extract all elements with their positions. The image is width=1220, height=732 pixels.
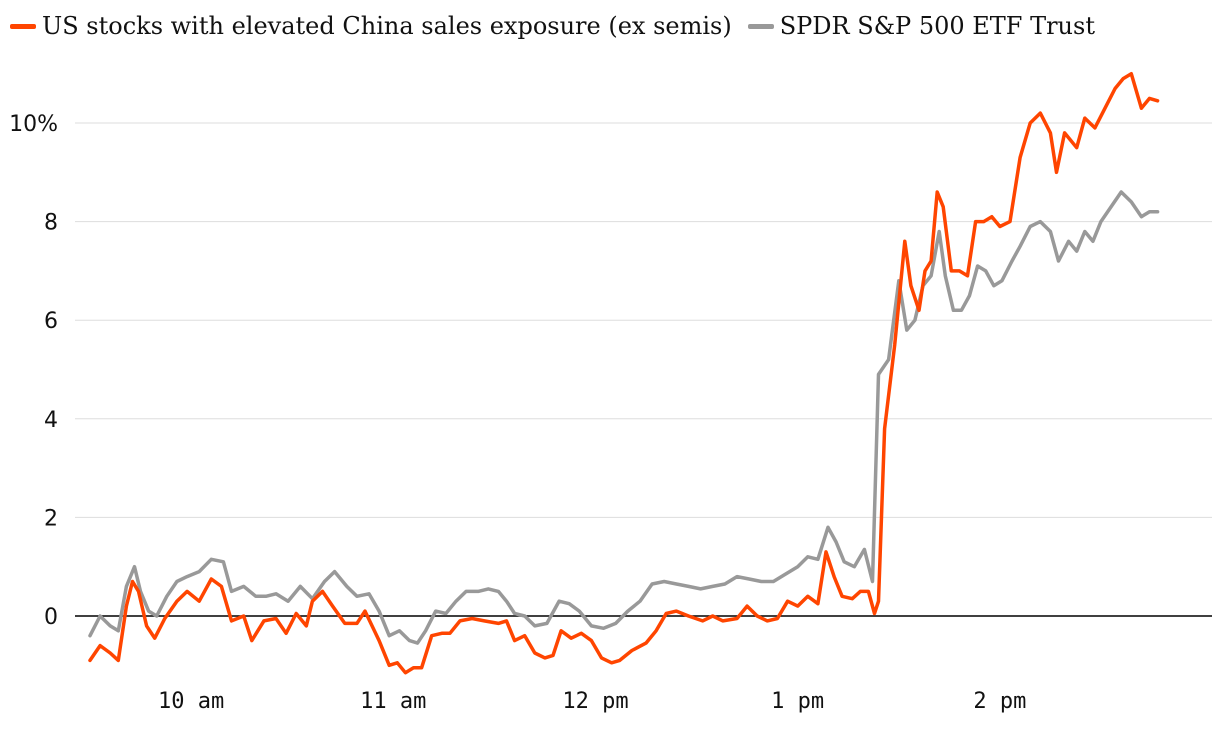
x-tick-label-2: 12 pm [562,689,628,714]
x-tick-label-3: 1 pm [771,689,824,714]
x-tick-label-0: 10 am [158,689,224,714]
legend-swatch-spdr [747,23,774,29]
legend-item-china-exposure: US stocks with elevated China sales expo… [10,12,732,40]
y-tick-label-6: 6 [44,309,58,334]
y-tick-label-2: 2 [44,506,58,531]
x-axis: 10 am 11 am 12 pm 1 pm 2 pm [158,689,1026,714]
legend-label-spdr: SPDR S&P 500 ETF Trust [779,12,1095,40]
x-tick-label-1: 11 am [360,689,426,714]
series-layer [88,71,1160,675]
legend-label-china-exposure: US stocks with elevated China sales expo… [42,12,732,40]
legend-swatch-china-exposure [10,23,36,29]
legend: US stocks with elevated China sales expo… [10,12,1095,40]
series-line-spdr [88,190,1160,645]
grid-layer [75,122,1212,617]
y-axis: 0 2 4 6 8 10% [9,112,58,630]
y-tick-label-8: 8 [44,211,58,236]
y-tick-label-4: 4 [44,408,58,433]
y-tick-label-0: 0 [44,605,58,630]
series-line-china-exposure [88,71,1160,675]
y-tick-label-10: 10% [9,112,58,137]
x-tick-label-4: 2 pm [973,689,1026,714]
legend-item-spdr: SPDR S&P 500 ETF Trust [747,12,1095,40]
